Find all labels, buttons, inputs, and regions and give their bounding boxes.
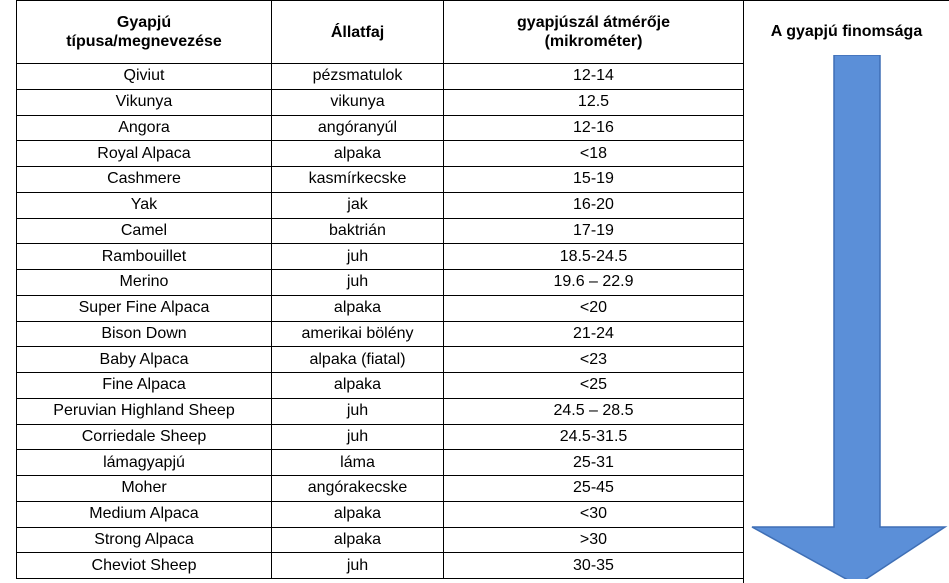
header-cell: gyapjúszál átmérője (mikrométer): [443, 0, 744, 64]
table-cell: <20: [443, 294, 744, 322]
table-row: Peruvian Highland Sheep juh 24.5 – 28.5: [16, 397, 744, 425]
header-row: Gyapjú típusa/megnevezése Állatfaj gyapjúsz…: [16, 0, 744, 64]
table-cell: jak: [271, 191, 444, 219]
table-cell: alpaka: [271, 140, 444, 167]
table-cell: Rambouillet: [16, 243, 272, 270]
table-row: Cashmere kasmírkecske 15-19: [16, 166, 744, 193]
table-cell: >30: [443, 526, 744, 554]
table-row: Corriedale Sheep juh 24.5-31.5: [16, 423, 744, 451]
table-cell: angórakecske: [271, 475, 444, 502]
table-body: Qiviut pézsmatulok 12-14 Vikunya vikunya 12.5…: [16, 63, 744, 579]
header-cell: Állatfaj: [271, 0, 444, 64]
table-row: Bison Down amerikai bölény 21-24: [16, 320, 744, 348]
table-cell: juh: [271, 552, 444, 579]
table-row: lámagyapjú láma 25-31: [16, 449, 744, 476]
table-row: Super Fine Alpaca alpaka <20: [16, 294, 744, 322]
table-cell: 18.5-24.5: [443, 243, 744, 270]
table-row: Qiviut pézsmatulok 12-14: [16, 63, 744, 90]
header-cell: Gyapjú típusa/megnevezése: [16, 0, 272, 64]
table-cell: 12-14: [443, 63, 744, 90]
table-cell: Cashmere: [16, 166, 272, 193]
table-cell: juh: [271, 243, 444, 270]
table-row: Medium Alpaca alpaka <30: [16, 500, 744, 528]
table-row: Angora angóranyúl 12-16: [16, 114, 744, 142]
table-cell: juh: [271, 423, 444, 451]
table-row: Cheviot Sheep juh 30-35: [16, 552, 744, 579]
table-cell: 25-45: [443, 475, 744, 502]
table-cell: 12-16: [443, 114, 744, 142]
table-cell: amerikai bölény: [271, 320, 444, 348]
table-cell: 24.5 – 28.5: [443, 397, 744, 425]
table-cell: Strong Alpaca: [16, 526, 272, 554]
table-cell: <30: [443, 500, 744, 528]
table-cell: kasmírkecske: [271, 166, 444, 193]
table-cell: Cheviot Sheep: [16, 552, 272, 579]
table-cell: 30-35: [443, 552, 744, 579]
table-cell: alpaka: [271, 526, 444, 554]
table-row: Merino juh 19.6 – 22.9: [16, 269, 744, 296]
table-cell: láma: [271, 449, 444, 476]
table-cell: Fine Alpaca: [16, 372, 272, 399]
table-row: Strong Alpaca alpaka >30: [16, 526, 744, 554]
table-cell: Qiviut: [16, 63, 272, 90]
arrow: [751, 55, 948, 579]
table-cell: Medium Alpaca: [16, 500, 272, 528]
table-row: Fine Alpaca alpaka <25: [16, 372, 744, 399]
table-cell: lámagyapjú: [16, 449, 272, 476]
header-line: Gyapjú: [116, 14, 172, 31]
table-cell: Super Fine Alpaca: [16, 294, 272, 322]
table-cell: alpaka: [271, 372, 444, 399]
table-cell: 25-31: [443, 449, 744, 476]
table-cell: 19.6 – 22.9: [443, 269, 744, 296]
table-row: Baby Alpaca alpaka (fiatal) <23: [16, 346, 744, 373]
table-cell: alpaka: [271, 500, 444, 528]
table-row: Vikunya vikunya 12.5: [16, 88, 744, 116]
table-cell: 15-19: [443, 166, 744, 193]
wool-table: Gyapjú típusa/megnevezése Állatfaj gyapjúsz…: [16, 0, 744, 579]
table-cell: alpaka: [271, 294, 444, 322]
table-cell: pézsmatulok: [271, 63, 444, 90]
header-line: (mikrométer): [544, 33, 643, 50]
table-cell: 24.5-31.5: [443, 423, 744, 451]
side-column: [743, 63, 949, 583]
table-cell: Bison Down: [16, 320, 272, 348]
table-row: Yak jak 16-20: [16, 191, 744, 219]
fineness-arrow: [751, 55, 948, 579]
table-cell: Camel: [16, 217, 272, 245]
table-row: Moher angórakecske 25-45: [16, 475, 744, 502]
table-cell: Merino: [16, 269, 272, 296]
table-cell: 17-19: [443, 217, 744, 245]
table-cell: Moher: [16, 475, 272, 502]
table-row: Royal Alpaca alpaka <18: [16, 140, 744, 167]
table-cell: Vikunya: [16, 88, 272, 116]
table-cell: <25: [443, 372, 744, 399]
side-label: A gyapjú finomsága: [743, 0, 949, 63]
table-row: Rambouillet juh 18.5-24.5: [16, 243, 744, 270]
table-cell: baktrián: [271, 217, 444, 245]
table-cell: Angora: [16, 114, 272, 142]
table-cell: 12.5: [443, 88, 744, 116]
table-cell: vikunya: [271, 88, 444, 116]
table-cell: Royal Alpaca: [16, 140, 272, 167]
table-cell: <18: [443, 140, 744, 167]
table-cell: Peruvian Highland Sheep: [16, 397, 272, 425]
table-cell: juh: [271, 397, 444, 425]
table-cell: juh: [271, 269, 444, 296]
table-cell: Baby Alpaca: [16, 346, 272, 373]
table-cell: angóranyúl: [271, 114, 444, 142]
table-cell: Corriedale Sheep: [16, 423, 272, 451]
table-cell: 21-24: [443, 320, 744, 348]
table-cell: Yak: [16, 191, 272, 219]
table-cell: <23: [443, 346, 744, 373]
header-line: Állatfaj: [330, 23, 385, 41]
header-line: típusa/megnevezése: [66, 33, 222, 50]
table-cell: 16-20: [443, 191, 744, 219]
table-cell: alpaka (fiatal): [271, 346, 444, 373]
table-row: Camel baktrián 17-19: [16, 217, 744, 245]
header-line: gyapjúszál átmérője: [517, 14, 670, 31]
